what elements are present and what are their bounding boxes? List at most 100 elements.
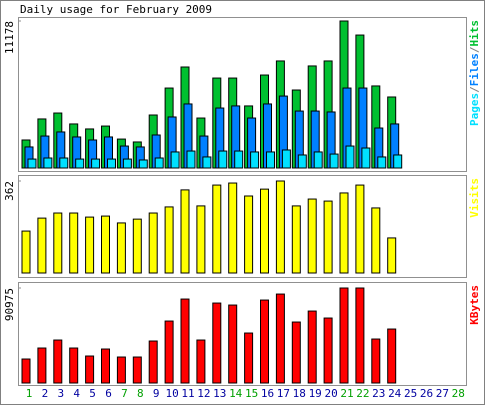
x-tick-label: 5 bbox=[89, 387, 96, 400]
x-tick-label: 4 bbox=[73, 387, 80, 400]
bar bbox=[186, 150, 196, 169]
bar bbox=[107, 158, 116, 169]
bar bbox=[339, 192, 349, 274]
legend-entry: Files bbox=[468, 53, 481, 86]
legend-entry: Visits bbox=[468, 178, 481, 218]
bar bbox=[266, 151, 275, 169]
bar bbox=[371, 338, 381, 384]
x-tick-label: 28 bbox=[452, 387, 465, 400]
x-tick-label: 3 bbox=[57, 387, 64, 400]
bar bbox=[275, 180, 285, 274]
bar bbox=[59, 157, 69, 169]
bar bbox=[212, 184, 222, 274]
x-tick-label: 27 bbox=[436, 387, 449, 400]
bar bbox=[355, 184, 365, 274]
x-tick-label: 25 bbox=[404, 387, 417, 400]
bar bbox=[101, 348, 110, 384]
bar bbox=[116, 222, 126, 274]
bar bbox=[37, 347, 47, 384]
bar bbox=[234, 150, 244, 169]
bar bbox=[91, 158, 101, 169]
bar bbox=[164, 320, 174, 384]
bar bbox=[228, 304, 238, 384]
bar bbox=[180, 189, 190, 274]
bar bbox=[355, 287, 365, 384]
x-tick-label: 9 bbox=[153, 387, 160, 400]
bar bbox=[361, 147, 371, 169]
bar bbox=[307, 198, 317, 274]
bar bbox=[170, 151, 180, 169]
legend: Visits bbox=[468, 178, 481, 218]
bar bbox=[148, 340, 158, 384]
bar bbox=[132, 218, 142, 274]
bar bbox=[164, 206, 174, 274]
bar bbox=[345, 145, 355, 169]
chart-title: Daily usage for February 2009 bbox=[20, 3, 212, 16]
legend-separator: / bbox=[468, 86, 481, 93]
bar bbox=[377, 156, 387, 169]
x-tick-label: 8 bbox=[137, 387, 144, 400]
bar bbox=[21, 230, 31, 274]
bar bbox=[53, 339, 63, 384]
bar bbox=[313, 151, 323, 169]
x-tick-label: 21 bbox=[340, 387, 353, 400]
bar bbox=[148, 212, 158, 274]
bar bbox=[53, 212, 63, 274]
bar bbox=[228, 182, 238, 274]
bar bbox=[218, 150, 228, 169]
bar bbox=[138, 159, 148, 169]
x-tick-label: 6 bbox=[105, 387, 112, 400]
bar bbox=[291, 321, 301, 384]
bar bbox=[275, 293, 285, 384]
bar bbox=[21, 358, 31, 384]
x-tick-label: 26 bbox=[420, 387, 433, 400]
bar bbox=[307, 310, 317, 384]
bar bbox=[250, 151, 260, 169]
bar bbox=[339, 287, 349, 384]
bar bbox=[202, 156, 212, 169]
legend-entry: Pages bbox=[468, 93, 481, 126]
bar bbox=[297, 154, 307, 169]
bar bbox=[85, 355, 95, 384]
x-tick-label: 18 bbox=[293, 387, 306, 400]
bar bbox=[132, 356, 142, 384]
x-tick-label: 2 bbox=[42, 387, 49, 400]
bar bbox=[323, 317, 333, 384]
y-tick-label: 90975 bbox=[3, 288, 16, 321]
x-tick-label: 1 bbox=[26, 387, 33, 400]
bar bbox=[387, 328, 397, 384]
y-tick-label: 362 bbox=[3, 181, 16, 201]
x-tick-label: 13 bbox=[213, 387, 226, 400]
bar bbox=[281, 149, 291, 169]
x-tick-label: 17 bbox=[277, 387, 290, 400]
legend-separator: / bbox=[468, 46, 481, 53]
x-tick-label: 22 bbox=[356, 387, 369, 400]
x-tick-label: 15 bbox=[245, 387, 258, 400]
legend-entry: KBytes bbox=[468, 285, 481, 325]
x-tick-label: 14 bbox=[229, 387, 243, 400]
legend: Pages/Files/Hits bbox=[468, 20, 481, 126]
x-tick-label: 19 bbox=[309, 387, 322, 400]
bar bbox=[69, 347, 79, 384]
bar bbox=[196, 339, 206, 384]
bar bbox=[393, 154, 403, 169]
bar bbox=[180, 298, 190, 384]
bar bbox=[244, 332, 254, 384]
bar bbox=[85, 216, 95, 274]
bar bbox=[196, 205, 206, 274]
x-tick-label: 24 bbox=[388, 387, 402, 400]
bar bbox=[329, 153, 339, 169]
bar bbox=[244, 195, 254, 274]
legend: KBytes bbox=[468, 285, 481, 325]
bar bbox=[371, 207, 381, 274]
x-tick-label: 12 bbox=[197, 387, 210, 400]
bar bbox=[323, 200, 333, 274]
x-tick-label: 23 bbox=[372, 387, 385, 400]
bar bbox=[27, 158, 37, 169]
bar bbox=[69, 212, 79, 274]
x-tick-label: 10 bbox=[165, 387, 178, 400]
bar bbox=[291, 205, 301, 274]
bar bbox=[212, 302, 222, 384]
bar bbox=[387, 237, 397, 274]
